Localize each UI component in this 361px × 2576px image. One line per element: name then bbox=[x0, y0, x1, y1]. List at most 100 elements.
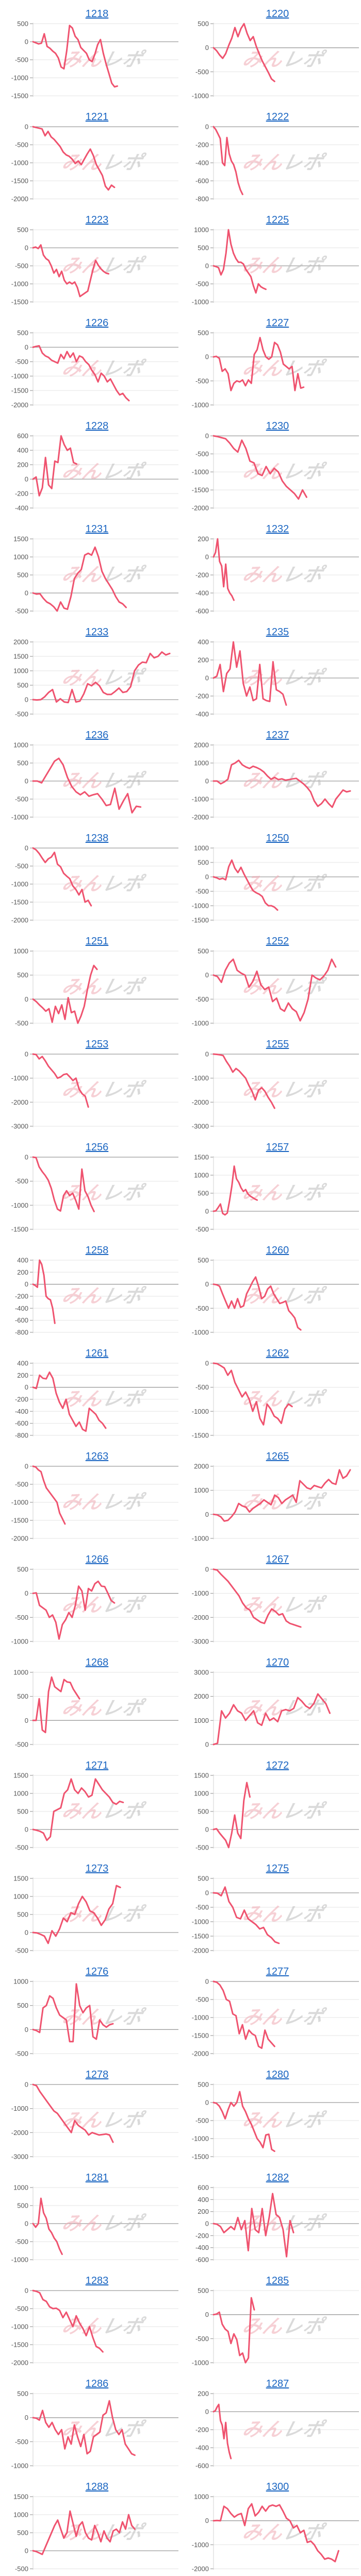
machine-link-1221[interactable]: 1221 bbox=[85, 111, 109, 123]
machine-link-1228[interactable]: 1228 bbox=[85, 420, 109, 432]
machine-link-1223[interactable]: 1223 bbox=[85, 214, 109, 226]
slump-line bbox=[212, 2091, 275, 2152]
machine-link-1230[interactable]: 1230 bbox=[266, 420, 289, 432]
machine-link-1287[interactable]: 1287 bbox=[266, 2378, 289, 2389]
machine-link-1227[interactable]: 1227 bbox=[266, 317, 289, 329]
slump-line bbox=[32, 345, 130, 402]
machine-link-1268[interactable]: 1268 bbox=[85, 1657, 109, 1668]
slump-line bbox=[212, 2503, 339, 2563]
watermark-minrepo: みんレポ bbox=[240, 976, 328, 998]
y-tick-label: 0 bbox=[205, 123, 209, 131]
machine-link-1275[interactable]: 1275 bbox=[266, 1863, 289, 1874]
machine-link-1225[interactable]: 1225 bbox=[266, 214, 289, 226]
y-tick-label: -2000 bbox=[11, 2359, 28, 2367]
y-tick-label: -1500 bbox=[11, 1517, 28, 1524]
machine-link-1300[interactable]: 1300 bbox=[266, 2481, 289, 2493]
slump-line bbox=[212, 538, 235, 601]
machine-link-1283[interactable]: 1283 bbox=[85, 2275, 109, 2286]
machine-link-1256[interactable]: 1256 bbox=[85, 1142, 109, 1153]
slump-line bbox=[212, 1693, 331, 1745]
machine-link-1236[interactable]: 1236 bbox=[85, 730, 109, 741]
machine-link-1226[interactable]: 1226 bbox=[85, 317, 109, 329]
y-tick-label: 200 bbox=[17, 1268, 28, 1276]
machine-link-1238[interactable]: 1238 bbox=[85, 833, 109, 844]
machine-link-1255[interactable]: 1255 bbox=[266, 1039, 289, 1050]
machine-link-1260[interactable]: 1260 bbox=[266, 1245, 289, 1256]
machine-link-1257[interactable]: 1257 bbox=[266, 1142, 289, 1153]
y-tick-label: -1000 bbox=[11, 280, 28, 288]
slump-line bbox=[32, 435, 78, 497]
watermark-minrepo: みんレポ bbox=[240, 1285, 328, 1307]
machine-link-1273[interactable]: 1273 bbox=[85, 1863, 109, 1874]
machine-link-1250[interactable]: 1250 bbox=[266, 833, 289, 844]
y-tick-label: -500 bbox=[15, 2238, 28, 2246]
y-tick-label: -200 bbox=[195, 141, 209, 149]
machine-link-1237[interactable]: 1237 bbox=[266, 730, 289, 741]
machine-link-1235[interactable]: 1235 bbox=[266, 626, 289, 638]
machine-link-1218[interactable]: 1218 bbox=[85, 8, 109, 20]
machine-link-1222[interactable]: 1222 bbox=[266, 111, 289, 123]
slump-graph: 400 200 0 -200 -400 -600 -800 みんレポ bbox=[15, 1360, 178, 1439]
machine-link-1278[interactable]: 1278 bbox=[85, 2069, 109, 2080]
chart-title-row: 1277 bbox=[180, 1958, 361, 1977]
chart-title-row: 1286 bbox=[0, 2370, 180, 2389]
watermark-minrepo: みんレポ bbox=[60, 151, 147, 174]
machine-link-1271[interactable]: 1271 bbox=[85, 1760, 109, 1771]
chart-cell: 1273 1500 1000 500 0 -500 みんレポ bbox=[0, 1855, 180, 1958]
machine-link-1265[interactable]: 1265 bbox=[266, 1451, 289, 1462]
machine-link-1261[interactable]: 1261 bbox=[85, 1348, 109, 1359]
y-tick-label: 0 bbox=[205, 1889, 209, 1897]
chart-cell: 1222 0 -200 -400 -600 -800 みんレポ bbox=[180, 103, 361, 206]
y-tick-label: -400 bbox=[195, 2244, 209, 2251]
slump-line bbox=[32, 964, 98, 1024]
machine-link-1280[interactable]: 1280 bbox=[266, 2069, 289, 2080]
machine-link-1266[interactable]: 1266 bbox=[85, 1554, 109, 1565]
y-tick-label: 0 bbox=[205, 1511, 209, 1518]
machine-link-1231[interactable]: 1231 bbox=[85, 523, 109, 535]
y-tick-label: -1000 bbox=[192, 2014, 209, 2022]
chart-cell: 1231 1500 1000 500 0 -500 みんレポ bbox=[0, 515, 180, 618]
machine-link-1277[interactable]: 1277 bbox=[266, 1966, 289, 1977]
machine-link-1270[interactable]: 1270 bbox=[266, 1657, 289, 1668]
machine-link-1253[interactable]: 1253 bbox=[85, 1039, 109, 1050]
machine-link-1233[interactable]: 1233 bbox=[85, 626, 109, 638]
machine-link-1252[interactable]: 1252 bbox=[266, 936, 289, 947]
y-tick-label: 0 bbox=[25, 344, 28, 351]
y-tick-label: -1000 bbox=[192, 298, 209, 306]
y-tick-label: -1000 bbox=[11, 2462, 28, 2470]
machine-link-1251[interactable]: 1251 bbox=[85, 936, 109, 947]
y-tick-label: -200 bbox=[195, 692, 209, 700]
machine-link-1286[interactable]: 1286 bbox=[85, 2378, 109, 2389]
chart-cell: 1235 400 200 0 -200 -400 みんレポ bbox=[180, 618, 361, 721]
chart-title-row: 1267 bbox=[180, 1546, 361, 1565]
machine-link-1267[interactable]: 1267 bbox=[266, 1554, 289, 1565]
machine-link-1276[interactable]: 1276 bbox=[85, 1966, 109, 1977]
y-tick-label: 500 bbox=[198, 859, 209, 867]
machine-link-1258[interactable]: 1258 bbox=[85, 1245, 109, 1256]
chart-title-row: 1227 bbox=[180, 309, 361, 329]
slump-graph: 0 -500 -1000 -1500 -2000 みんレポ bbox=[11, 123, 178, 203]
machine-link-1288[interactable]: 1288 bbox=[85, 2481, 109, 2493]
machine-link-1272[interactable]: 1272 bbox=[266, 1760, 289, 1771]
machine-link-1220[interactable]: 1220 bbox=[266, 8, 289, 20]
machine-link-1285[interactable]: 1285 bbox=[266, 2275, 289, 2286]
chart-title-row: 1223 bbox=[0, 206, 180, 226]
machine-link-1262[interactable]: 1262 bbox=[266, 1348, 289, 1359]
slump-line bbox=[32, 1676, 80, 1734]
machine-link-1282[interactable]: 1282 bbox=[266, 2172, 289, 2183]
y-tick-label: 0 bbox=[25, 1929, 28, 1937]
slump-line bbox=[212, 1568, 302, 1628]
y-tick-label: -1000 bbox=[11, 159, 28, 167]
y-tick-label: 0 bbox=[25, 1050, 28, 1058]
y-tick-label: 0 bbox=[25, 1589, 28, 1597]
y-tick-label: 0 bbox=[205, 777, 209, 785]
machine-link-1281[interactable]: 1281 bbox=[85, 2172, 109, 2183]
y-tick-label: -1500 bbox=[11, 177, 28, 185]
y-tick-label: -500 bbox=[195, 1383, 209, 1391]
y-tick-label: 0 bbox=[205, 1208, 209, 1215]
machine-link-1232[interactable]: 1232 bbox=[266, 523, 289, 535]
y-tick-label: 0 bbox=[205, 1741, 209, 1749]
y-tick-label: 0 bbox=[205, 262, 209, 270]
machine-link-1263[interactable]: 1263 bbox=[85, 1451, 109, 1462]
